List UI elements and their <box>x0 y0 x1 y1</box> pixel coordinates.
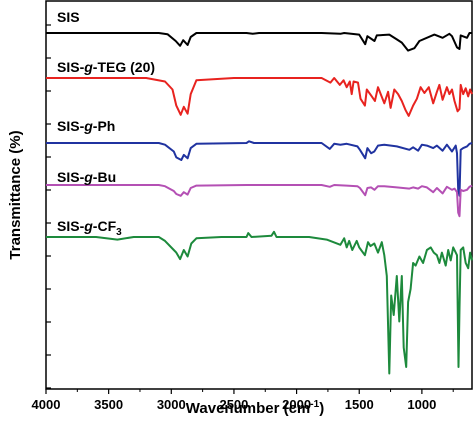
series-line-3 <box>46 140 473 197</box>
x-tick-label: 1500 <box>345 397 374 412</box>
x-axis-label-end: ) <box>319 400 324 417</box>
series-line-2 <box>46 77 473 117</box>
series-line-5 <box>46 230 473 375</box>
series-label-4: SIS-g-Bu <box>57 169 116 185</box>
y-axis-label: Transmittance (%) <box>7 130 24 259</box>
series-line-4 <box>46 184 473 218</box>
x-tick-label: 3500 <box>94 397 123 412</box>
x-axis-label-superscript: -1 <box>310 399 319 410</box>
x-axis-ticks: 4000 3500 3000 2500 2000 1500 1000 <box>32 389 454 412</box>
series-group <box>46 32 473 375</box>
series-labels: SIS SIS-g-TEG (20) SIS-g-Ph SIS-g-Bu SIS-g-C… <box>57 9 155 238</box>
series-label-5: SIS-g-CF3 <box>57 218 122 238</box>
plot-area-frame <box>45 0 473 390</box>
series-label-3: SIS-g-Ph <box>57 118 115 134</box>
series-line-1 <box>46 32 472 52</box>
x-tick-label: 2000 <box>282 397 311 412</box>
series-label-1: SIS <box>57 9 80 25</box>
x-tick-label: 3000 <box>157 397 186 412</box>
x-tick-label: 2500 <box>219 397 248 412</box>
x-tick-label: 1000 <box>407 397 436 412</box>
y-axis-ticks <box>46 24 51 389</box>
x-tick-label: 4000 <box>32 397 61 412</box>
x-axis-label-main: Wavenumber (cm <box>186 400 310 417</box>
x-axis-label: Wavenumber (cm-1) <box>186 399 324 417</box>
series-label-2: SIS-g-TEG (20) <box>57 59 155 75</box>
